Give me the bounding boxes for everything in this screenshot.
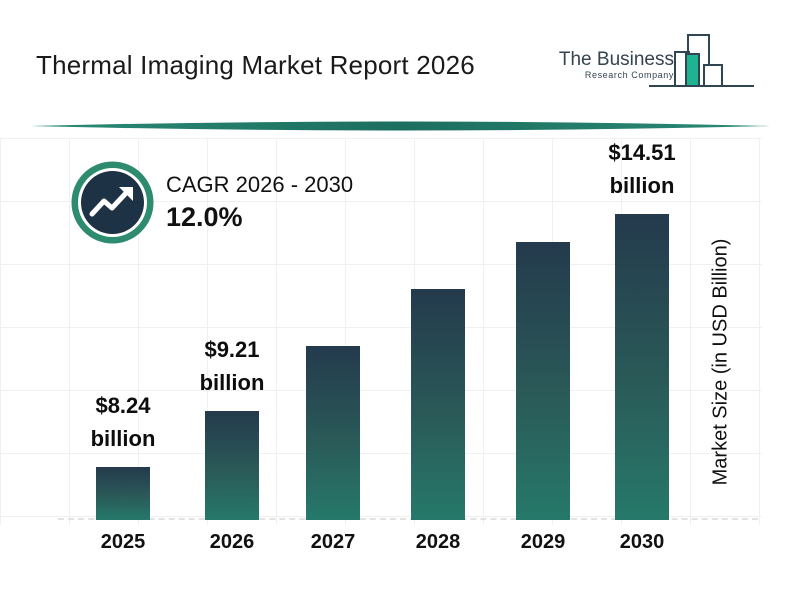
cagr-percentage-value: 12.0% bbox=[166, 202, 243, 232]
bar-2025 bbox=[96, 467, 150, 520]
logo-line2: Research Company bbox=[584, 69, 674, 80]
bar-value-label-2030: $14.51 billion bbox=[608, 136, 675, 202]
cagr-range-label: CAGR 2026 - 2030 bbox=[166, 172, 354, 197]
bar-value-label-2026: $9.21 billion bbox=[200, 333, 265, 399]
company-logo-text: The Business Research Company bbox=[548, 50, 674, 80]
page-title: Thermal Imaging Market Report 2026 bbox=[36, 50, 475, 80]
company-logo-bars-icon bbox=[649, 34, 754, 87]
bar-2028 bbox=[411, 289, 465, 520]
bar-value-2026: $9.21 bbox=[204, 337, 260, 362]
y-axis-title: Market Size (in USD Billion) bbox=[709, 238, 732, 486]
bar-unit-2025: billion bbox=[90, 426, 156, 451]
bar-value-2025: $8.24 bbox=[95, 393, 151, 418]
bar-2026 bbox=[205, 411, 259, 520]
x-tick-2026: 2026 bbox=[209, 531, 255, 553]
bar-2027 bbox=[306, 346, 360, 520]
logo-line1: The Business bbox=[558, 49, 674, 70]
teal-divider bbox=[30, 121, 770, 131]
bar-unit-2030: billion bbox=[609, 173, 675, 198]
x-tick-2030: 2030 bbox=[619, 531, 665, 553]
bar-value-2030: $14.51 bbox=[608, 140, 676, 165]
trending-up-icon bbox=[71, 161, 154, 244]
bar-2030 bbox=[615, 214, 669, 520]
x-tick-2025: 2025 bbox=[100, 531, 146, 553]
x-tick-2028: 2028 bbox=[415, 531, 461, 553]
bar-value-label-2025: $8.24 billion bbox=[91, 389, 156, 455]
x-axis-baseline bbox=[58, 518, 758, 520]
bar-2029 bbox=[516, 242, 570, 520]
x-tick-2027: 2027 bbox=[310, 531, 356, 553]
bar-unit-2026: billion bbox=[199, 370, 265, 395]
x-tick-2029: 2029 bbox=[520, 531, 566, 553]
